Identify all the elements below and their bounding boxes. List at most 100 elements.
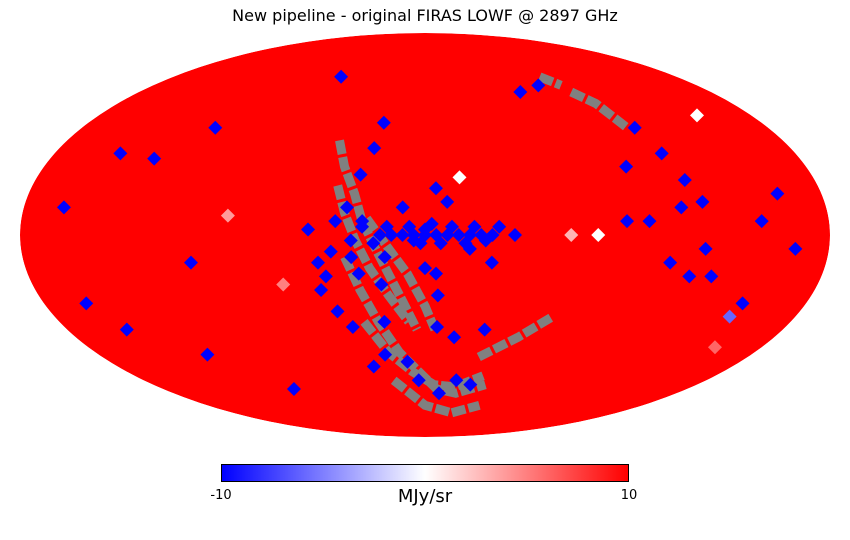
map-pixel bbox=[411, 373, 426, 388]
map-pixel bbox=[531, 78, 546, 93]
map-pixel bbox=[56, 200, 71, 215]
map-pixel bbox=[314, 282, 329, 297]
map-pixel bbox=[377, 314, 392, 329]
colorbar bbox=[221, 464, 629, 482]
map-pixel bbox=[334, 69, 349, 84]
map-pixel bbox=[663, 255, 678, 270]
map-pixel bbox=[367, 141, 382, 156]
map-pixel bbox=[449, 373, 464, 388]
map-pixel bbox=[366, 359, 381, 374]
map-pixel bbox=[374, 277, 389, 292]
map-pixel bbox=[400, 354, 415, 369]
map-pixel bbox=[208, 120, 223, 135]
map-pixel bbox=[429, 266, 444, 281]
map-pixel bbox=[343, 233, 358, 248]
map-pixel bbox=[695, 194, 710, 209]
map-pixel bbox=[431, 386, 446, 401]
map-pixel bbox=[339, 200, 354, 215]
map-pixel bbox=[377, 250, 392, 265]
map-pixel bbox=[330, 304, 345, 319]
colorbar-max-label: 10 bbox=[620, 488, 638, 503]
map-pixel bbox=[620, 214, 635, 229]
map-pixel bbox=[311, 255, 326, 270]
map-pixel bbox=[373, 228, 387, 242]
colorbar-unit-label: MJy/sr bbox=[397, 486, 453, 507]
map-pixel bbox=[484, 255, 499, 270]
map-pixel bbox=[378, 347, 393, 362]
mollweide-sky-map bbox=[20, 33, 830, 437]
map-pixel bbox=[463, 228, 477, 242]
map-pixel bbox=[286, 382, 301, 397]
map-pixel bbox=[418, 228, 432, 242]
map-pixel bbox=[754, 214, 769, 229]
map-pixel bbox=[353, 167, 368, 182]
map-pixel bbox=[301, 222, 316, 237]
map-pixel bbox=[447, 330, 462, 345]
masked-arc bbox=[476, 312, 555, 362]
map-pixel bbox=[384, 228, 399, 242]
map-pixel bbox=[707, 340, 722, 355]
map-pixel bbox=[440, 194, 455, 209]
map-pixel bbox=[366, 236, 381, 251]
map-pixel bbox=[113, 146, 128, 161]
map-pixel bbox=[735, 296, 750, 311]
map-pixel bbox=[564, 228, 579, 242]
map-pixel bbox=[642, 214, 657, 229]
map-pixel bbox=[474, 228, 489, 242]
map-pixel bbox=[345, 320, 360, 335]
map-pixel bbox=[79, 296, 94, 311]
masked-arc bbox=[390, 376, 481, 418]
map-pixel bbox=[406, 228, 421, 242]
map-pixel bbox=[689, 108, 704, 123]
map-pixel bbox=[619, 159, 634, 174]
map-pixel bbox=[770, 186, 785, 201]
map-pixel bbox=[351, 266, 366, 281]
map-pixel bbox=[183, 255, 198, 270]
masked-arc bbox=[569, 87, 630, 132]
map-pixel bbox=[376, 115, 391, 130]
map-pixel bbox=[344, 250, 359, 265]
map-pixel bbox=[513, 84, 528, 99]
masked-arc bbox=[538, 72, 563, 90]
map-pixel bbox=[429, 228, 444, 242]
map-pixel bbox=[220, 208, 235, 223]
map-pixel bbox=[323, 244, 338, 259]
map-pixel bbox=[452, 170, 467, 185]
map-pixel bbox=[395, 200, 410, 215]
map-pixel bbox=[395, 228, 410, 242]
map-pixel bbox=[430, 320, 445, 335]
map-pixel bbox=[627, 120, 642, 135]
map-pixel bbox=[477, 322, 492, 337]
map-pixel bbox=[428, 181, 443, 196]
map-pixel bbox=[328, 214, 343, 229]
masked-arc bbox=[360, 318, 485, 392]
map-pixel bbox=[424, 216, 439, 231]
map-pixel bbox=[788, 241, 803, 256]
map-body bbox=[20, 33, 830, 437]
map-pixel bbox=[682, 269, 697, 284]
map-pixel bbox=[430, 288, 445, 303]
chart-title: New pipeline - original FIRAS LOWF @ 289… bbox=[232, 6, 618, 25]
map-pixel bbox=[418, 261, 432, 276]
map-pixel bbox=[200, 347, 215, 362]
map-pixel bbox=[451, 228, 466, 242]
map-pixel bbox=[591, 228, 606, 242]
map-pixel bbox=[722, 309, 737, 324]
map-pixel bbox=[119, 322, 134, 337]
map-pixel bbox=[677, 173, 692, 188]
map-pixel bbox=[440, 228, 455, 242]
map-pixel bbox=[147, 151, 162, 166]
map-pixel bbox=[485, 228, 500, 242]
pixel-group bbox=[56, 69, 803, 401]
colorbar-min-label: -10 bbox=[210, 488, 232, 503]
map-pixel bbox=[355, 214, 370, 229]
map-pixel bbox=[463, 377, 478, 392]
map-pixel bbox=[508, 228, 522, 242]
map-pixel bbox=[276, 277, 291, 292]
map-pixel bbox=[674, 200, 689, 215]
map-pixel bbox=[654, 146, 669, 161]
map-pixel bbox=[698, 241, 713, 256]
masked-arc bbox=[335, 139, 422, 332]
map-pixel bbox=[704, 269, 719, 284]
map-pixel bbox=[318, 269, 333, 284]
